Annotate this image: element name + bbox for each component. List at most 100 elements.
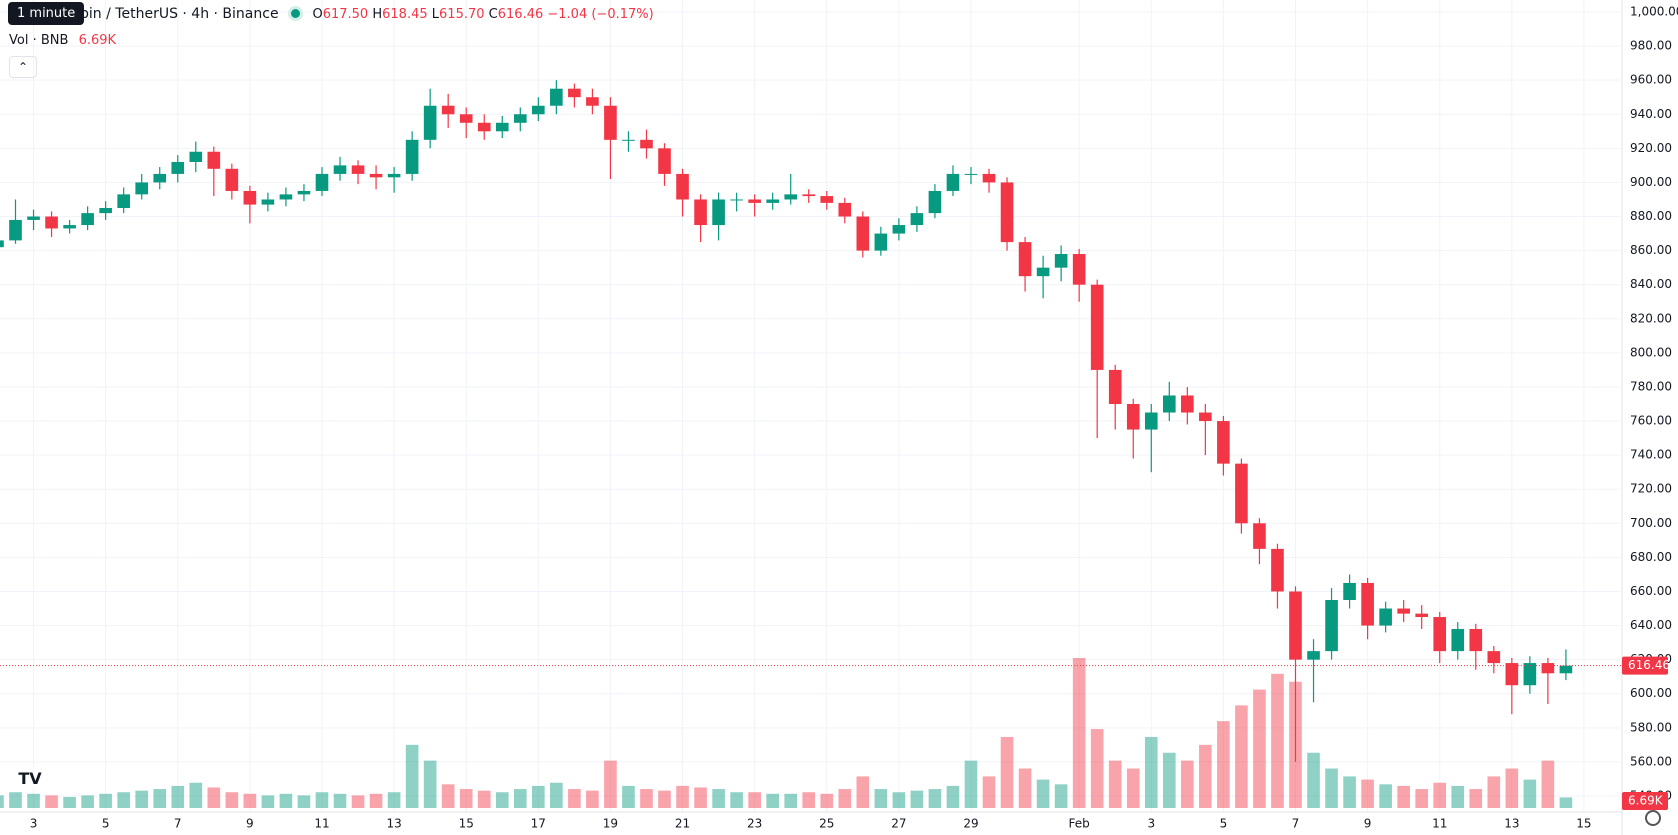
candle-body [622,139,635,141]
x-tick-label: 23 [747,817,762,831]
volume-bar [1253,689,1266,808]
volume-bar [423,760,437,808]
candle-body [1181,395,1194,413]
ohlc-key: O [312,7,323,22]
candle-body [495,122,509,132]
candle-body [315,173,329,191]
collapse-button[interactable]: ⌃ [9,56,37,78]
status-dot [291,9,301,18]
candle-body [405,139,419,174]
candle-body [1289,591,1302,660]
candle-body [1343,582,1356,600]
volume-title[interactable]: Vol · BNB [9,33,69,48]
candle-body [207,151,221,169]
candle-body [856,216,870,251]
candle-body [874,233,888,251]
volume-bar [1523,779,1537,808]
volume-bar [1307,752,1320,808]
volume-bar [45,795,58,808]
volume-bar [622,785,635,808]
candle-body [640,139,653,149]
candle-body [1541,663,1555,674]
volume-bar [1271,673,1284,808]
volume-bar [892,792,906,808]
x-tick-label: 5 [1220,817,1228,831]
candle-body [1451,628,1465,652]
candle-body [0,240,4,248]
candle-body [838,202,852,217]
candle-body [1325,600,1338,652]
volume-bar [586,790,599,808]
candle-body [1379,608,1392,626]
ohlc-value: 615.70 [439,7,485,22]
candle-body [802,194,816,197]
candle-body [387,173,401,178]
volume-bar [964,760,978,808]
volume-label: 6.69K [1628,794,1664,808]
volume-bar [0,795,4,808]
candle-body [225,168,239,191]
candle-body [1199,412,1212,422]
volume-bar [874,789,888,808]
candle-body [1217,421,1230,464]
volume-bar [568,789,581,808]
candle-body [297,190,311,195]
volume-bar [387,792,401,808]
x-tick-label: 27 [891,817,906,831]
y-tick-label: 800.00 [1630,345,1672,359]
volume-bar [676,785,689,808]
volume-bar [982,776,996,808]
volume-bar [1144,736,1158,808]
volume-bar [1217,721,1230,808]
volume-value: 6.69K [78,33,117,48]
volume-bar [910,790,924,808]
volume-bar [1433,782,1447,808]
volume-bar [351,795,365,808]
candle-body [351,165,365,174]
candle-body [532,105,545,115]
volume-bar [1397,785,1410,808]
volume-bar [27,793,40,808]
candle-body [550,88,563,106]
settings-button[interactable] [1645,810,1661,826]
candle-body [333,165,347,174]
volume-bar [495,792,509,808]
candle-body [1307,651,1320,660]
candle-body [1126,404,1140,430]
y-tick-label: 960.00 [1630,73,1672,87]
volume-bar [513,789,527,808]
volume-bar [171,785,185,808]
candle-body [1018,242,1032,277]
volume-bar [207,787,221,808]
volume-bar [477,790,491,808]
ohlc: O617.50 H618.45 L615.70 C616.46 −1.04 (−… [312,7,653,22]
volume-bar [279,793,293,808]
candle-body [45,216,58,229]
ohlc-key: C [488,7,498,22]
volume-bar [1541,760,1555,808]
last-price-box [1622,656,1668,675]
tv-logo[interactable]: TV [14,768,46,790]
y-tick-label: 880.00 [1630,209,1672,223]
candle-body [423,105,437,140]
candle-body [1487,651,1501,664]
candle-body [1415,613,1429,618]
volume-bar [1199,744,1212,808]
x-tick-label: 9 [246,817,254,831]
volume-bar [117,792,130,808]
volume-bar [1559,797,1573,808]
x-tick-label: 17 [531,817,546,831]
y-tick-label: 660.00 [1630,584,1672,598]
volume-bar [261,795,275,808]
ohlc-value: 617.50 [322,7,369,22]
volume-bar [315,792,329,808]
x-tick-label: 9 [1364,817,1372,831]
volume-bar [1108,760,1122,808]
volume-bar [802,792,816,808]
candle-body [1469,628,1483,652]
volume-bar [1415,789,1429,808]
ohlc-key: L [431,7,440,22]
y-tick-label: 760.00 [1630,414,1672,428]
volume-bar [441,784,455,808]
